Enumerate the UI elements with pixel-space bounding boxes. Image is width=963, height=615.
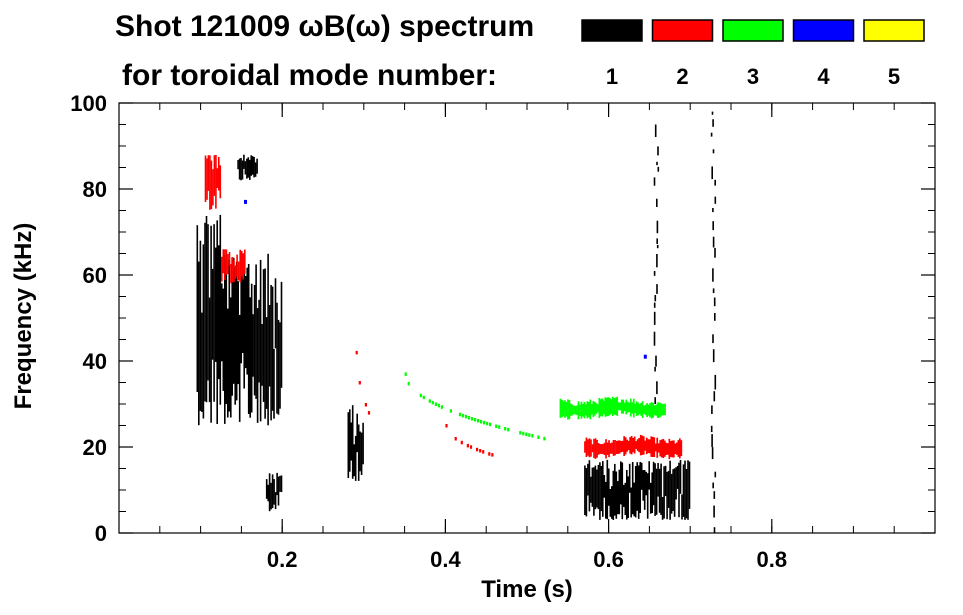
- y-tick-label-40: 40: [83, 349, 107, 374]
- x-tick-label-0.6: 0.6: [593, 547, 624, 572]
- plot-data: [196, 111, 717, 533]
- feature-mode2-patch-9: [221, 249, 246, 284]
- chart-title-line1: Shot 121009 ωB(ω) spectrum: [115, 10, 534, 43]
- legend-swatch-4: [792, 19, 855, 42]
- feature-mode1-patch-0: [196, 214, 222, 426]
- legend-label-1: 1: [606, 64, 618, 89]
- feature-mode4-point-16: [643, 354, 647, 359]
- legend-label-5: 5: [888, 64, 900, 89]
- feature-mode1-patch-3: [265, 472, 283, 512]
- feature-mode2-band-12: [584, 434, 683, 460]
- legend-label-4: 4: [817, 64, 830, 89]
- legend-swatch-3: [722, 19, 784, 42]
- feature-mode4-point-15: [244, 199, 247, 204]
- x-tick-label-0.8: 0.8: [757, 547, 788, 572]
- y-tick-label-60: 60: [83, 263, 107, 288]
- feature-mode2-patch-8: [204, 154, 222, 210]
- legend-swatch-1: [581, 19, 643, 42]
- legend-label-3: 3: [747, 64, 759, 89]
- feature-mode1-line-7: [710, 111, 717, 533]
- legend-swatch-5: [863, 19, 925, 42]
- chart-title-line2: for toroidal mode number:: [122, 59, 497, 92]
- feature-mode1-patch-5: [584, 459, 691, 520]
- y-tick-label-0: 0: [95, 521, 107, 546]
- feature-mode1-patch-1: [221, 253, 283, 426]
- feature-mode2-curve-11: [445, 424, 494, 457]
- y-tick-label-20: 20: [83, 435, 107, 460]
- legend-label-2: 2: [676, 64, 688, 89]
- feature-mode1-patch-2: [237, 154, 258, 181]
- axes: 0 20 40 60 80 100 0.2 0.4 0.6 0.8: [70, 91, 936, 572]
- x-axis-label: Time (s): [481, 576, 573, 603]
- legend: 1 2 3 4 5: [581, 19, 925, 89]
- y-axis-label: Frequency (kHz): [10, 223, 37, 410]
- y-tick-label-80: 80: [83, 177, 107, 202]
- feature-mode2-curve-10: [355, 350, 371, 415]
- feature-mode3-curve-13: [404, 372, 546, 441]
- x-tick-label-0.2: 0.2: [267, 547, 298, 572]
- feature-mode3-band-14: [559, 396, 666, 420]
- legend-swatch-2: [651, 19, 714, 42]
- x-tick-label-0.4: 0.4: [430, 547, 461, 572]
- feature-mode1-patch-4: [347, 405, 364, 481]
- feature-mode1-line-6: [653, 124, 660, 404]
- y-tick-label-100: 100: [70, 91, 107, 116]
